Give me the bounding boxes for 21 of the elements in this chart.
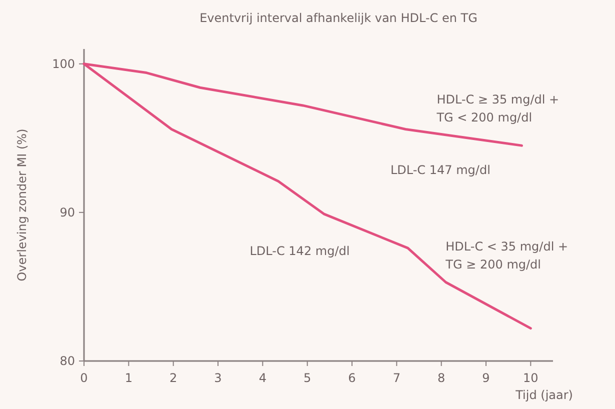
x-tick-label: 2 bbox=[170, 371, 178, 385]
annotation: LDL-C 142 mg/dl bbox=[250, 244, 350, 258]
x-tick-label: 1 bbox=[124, 371, 132, 385]
x-tick-label: 5 bbox=[304, 371, 312, 385]
x-tick-label: 6 bbox=[348, 371, 356, 385]
x-axis-title: Tijd (jaar) bbox=[514, 388, 573, 402]
x-tick-label: 3 bbox=[214, 371, 222, 385]
y-axis-title: Overleving zonder MI (%) bbox=[15, 128, 29, 282]
series-label: HDL-C ≥ 35 mg/dl + TG < 200 mg/dl bbox=[436, 92, 560, 125]
x-tick-label: 10 bbox=[523, 371, 538, 385]
x-tick-label: 7 bbox=[392, 371, 400, 385]
x-tick-label: 9 bbox=[482, 371, 490, 385]
annotation: LDL-C 147 mg/dl bbox=[390, 162, 490, 177]
series-label: HDL-C < 35 mg/dl + TG ≥ 200 mg/dl bbox=[444, 239, 568, 272]
chart-title: Eventvrij interval afhankelijk van HDL-C en TG bbox=[200, 11, 478, 25]
x-tick-label: 4 bbox=[258, 371, 266, 385]
y-tick-label: 90 bbox=[60, 205, 75, 220]
y-tick-label: 100 bbox=[52, 56, 75, 71]
y-tick-label: 80 bbox=[60, 354, 75, 368]
x-tick-label: 8 bbox=[438, 371, 446, 385]
x-tick-label: 0 bbox=[80, 371, 88, 385]
